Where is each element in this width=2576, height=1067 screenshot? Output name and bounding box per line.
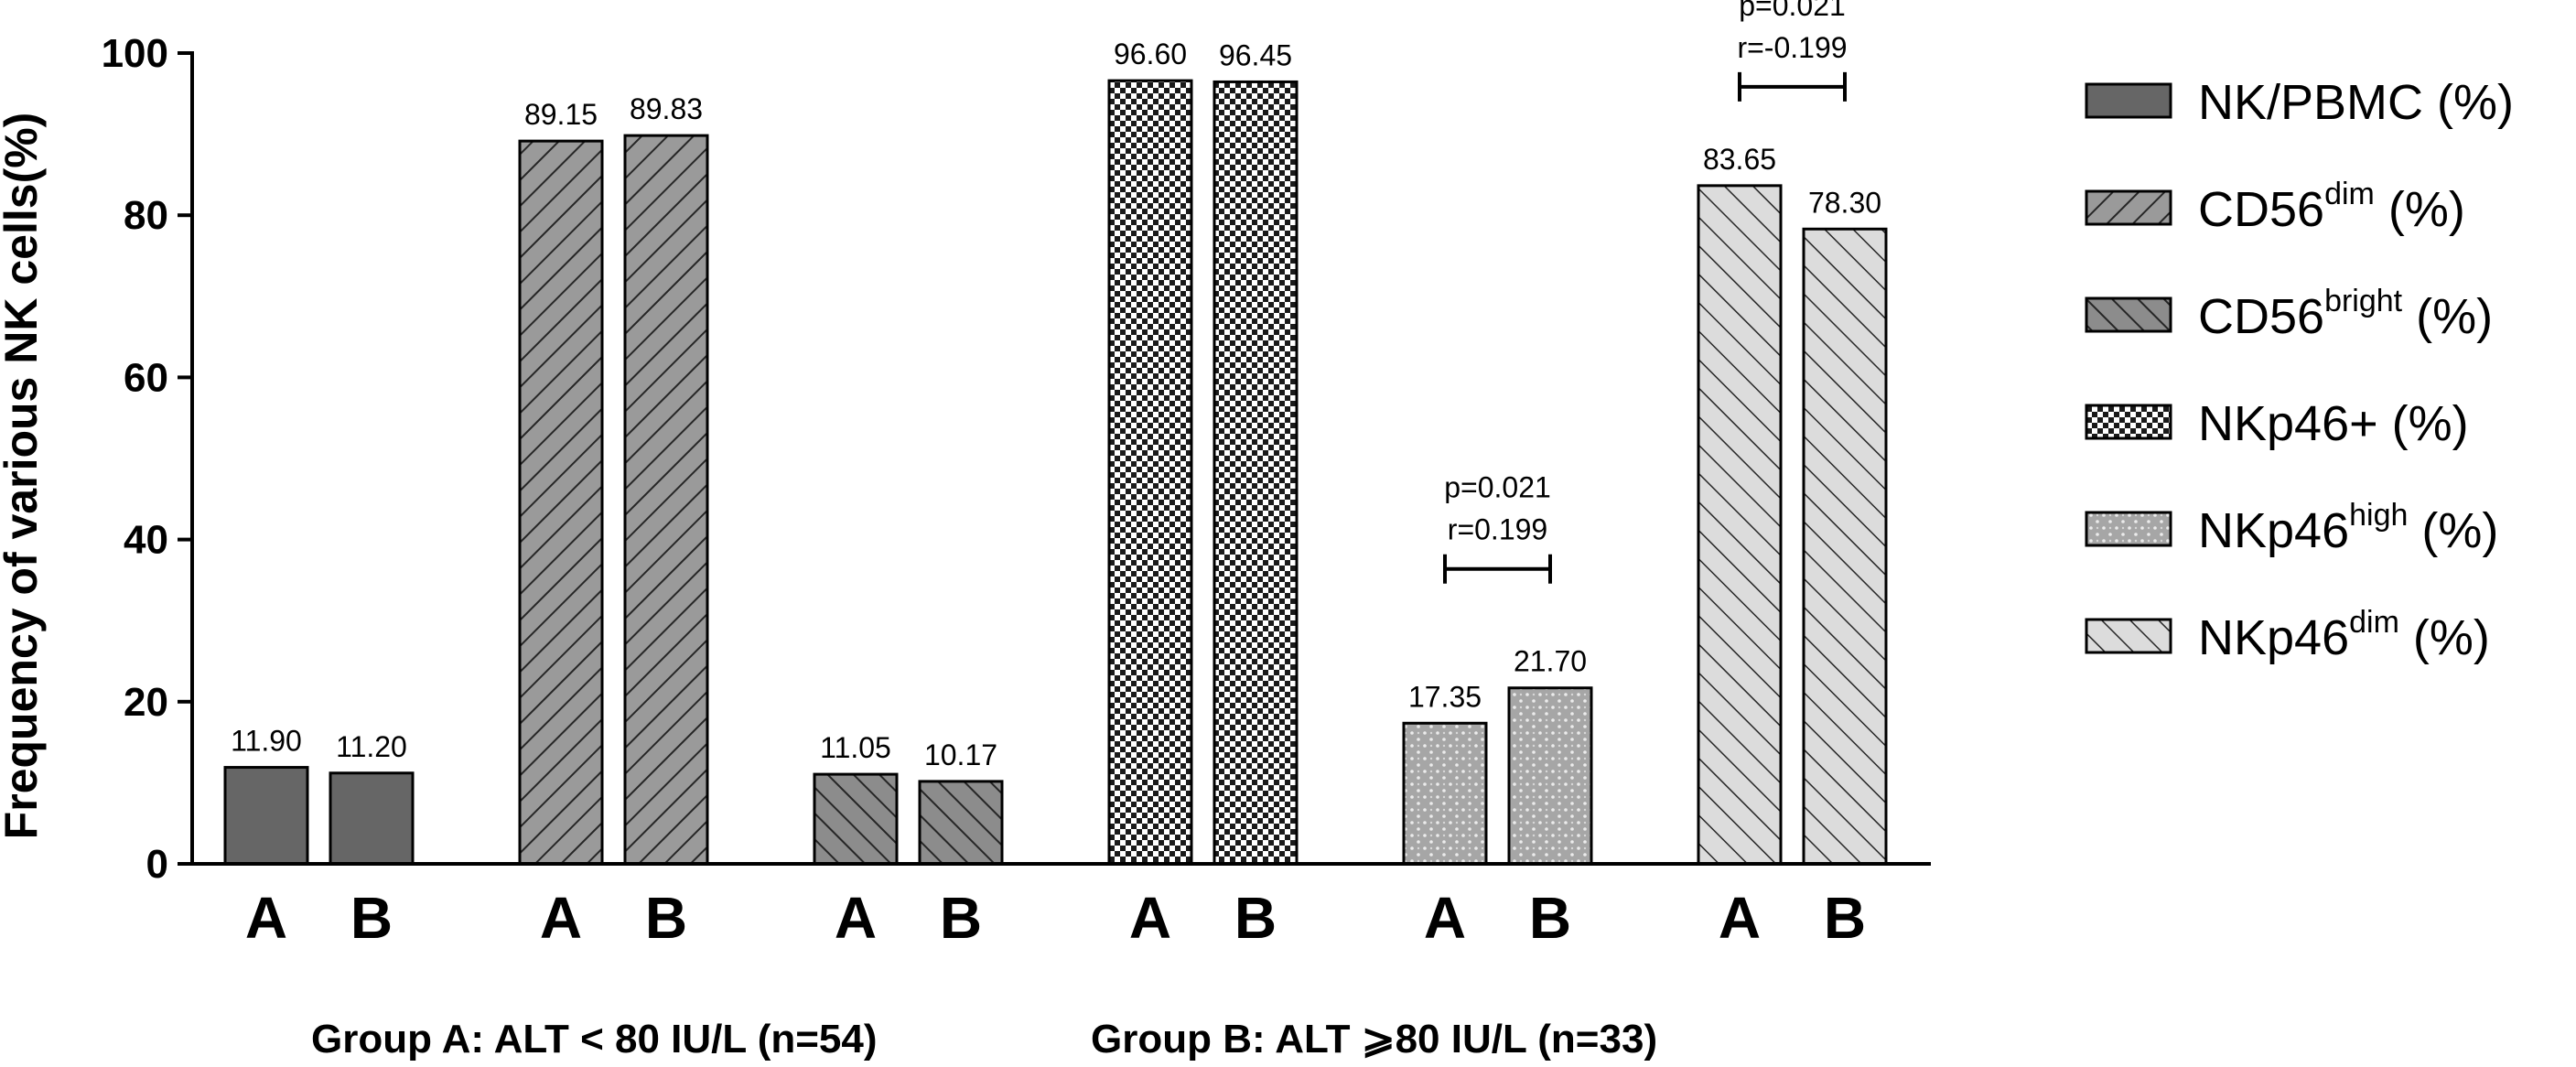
plot-area: 11.90A11.20B89.15A89.83B11.05A10.17B96.6… [223,0,1888,951]
p-value-label: p=0.021 [1444,471,1551,504]
data-label: 17.35 [1408,680,1482,713]
y-tick-label: 20 [124,680,168,725]
bar [1402,721,1488,866]
group-a-definition: Group A: ALT < 80 IU/L (n=54) [311,1017,878,1062]
data-label: 96.60 [1114,38,1187,70]
category-label: A [540,885,582,951]
y-axis-label: Frequency of various NK cells(%) [0,113,47,840]
y-tick-label: 0 [146,842,168,887]
legend-item: NKp46dim (%) [2085,605,2490,665]
r-value-label: r=-0.199 [1737,31,1847,64]
y-tick-label: 80 [124,193,168,238]
data-label: 89.15 [524,98,598,131]
data-label: 11.90 [231,725,302,758]
category-label: B [1234,885,1277,951]
data-label: 78.30 [1808,186,1881,219]
category-label: A [245,885,287,951]
legend-label: NKp46dim (%) [2198,605,2490,665]
category-label: A [835,885,877,951]
bar [918,780,1004,866]
axes: 0 20 40 60 80 100 [102,31,1931,887]
category-label: B [1529,885,1571,951]
bar [223,766,309,866]
category-label: B [645,885,687,951]
legend-item: NK/PBMC (%) [2085,75,2514,130]
bar [329,771,415,866]
legend-label: NKp46+ (%) [2198,396,2469,451]
series-group: 11.05 A 10.17 B [813,731,1004,951]
legend-item: CD56bright (%) [2085,284,2493,344]
bar [813,772,899,866]
data-label: 96.45 [1219,38,1292,71]
category-label: A [1129,885,1171,951]
y-tick-label: 40 [124,518,168,563]
legend-swatch [2085,189,2172,226]
legend-swatch [2085,404,2172,440]
legend-swatch [2085,296,2172,333]
category-label: B [1824,885,1866,951]
bar [518,139,604,866]
bar [1213,80,1299,866]
significance-bracket: p=0.021 r=-0.199 [1737,0,1848,102]
data-label: 83.65 [1703,143,1776,176]
category-label: A [1719,885,1761,951]
category-label: A [1424,885,1466,951]
bar [1802,227,1888,866]
group-b-definition: Group B: ALT ⩾80 IU/L (n=33) [1091,1017,1657,1062]
category-label: B [350,885,393,951]
data-label: 10.17 [924,738,997,771]
series-group: 83.65 A 78.30 B [1697,143,1888,951]
significance-bracket: p=0.021 r=0.199 [1443,471,1552,584]
legend-item: NKp46high (%) [2085,498,2498,558]
data-label: 11.05 [820,731,891,764]
data-label: 89.83 [630,92,703,125]
y-tick-label: 100 [102,31,168,76]
series-group: 17.35 A 21.70 B [1402,645,1593,951]
legend: NK/PBMC (%) CD56dim (%) CD56bright (%) NKp4… [2085,75,2514,665]
y-tick-label: 60 [124,355,168,400]
series-group: 11.90 A 11.20 B [223,725,415,951]
legend-label: NKp46high (%) [2198,498,2498,558]
data-label: 21.70 [1514,645,1587,678]
p-value-label: p=0.021 [1739,0,1846,22]
legend-label: CD56bright (%) [2198,284,2493,344]
bar [1697,184,1783,866]
legend-swatch [2085,511,2172,547]
legend-swatch [2085,82,2172,119]
legend-item: CD56dim (%) [2085,177,2465,237]
bar [1507,686,1593,866]
r-value-label: r=0.199 [1448,513,1547,546]
legend-label: NK/PBMC (%) [2198,75,2514,130]
category-label: B [940,885,982,951]
series-group: 96.60 A 96.45 B [1107,38,1299,951]
legend-label: CD56dim (%) [2198,177,2465,237]
legend-item: NKp46+ (%) [2085,396,2469,451]
legend-swatch [2085,618,2172,654]
bar [623,134,709,866]
data-label: 11.20 [336,730,407,763]
bar [1107,79,1193,866]
series-group: 89.15 A 89.83 B [518,92,709,951]
